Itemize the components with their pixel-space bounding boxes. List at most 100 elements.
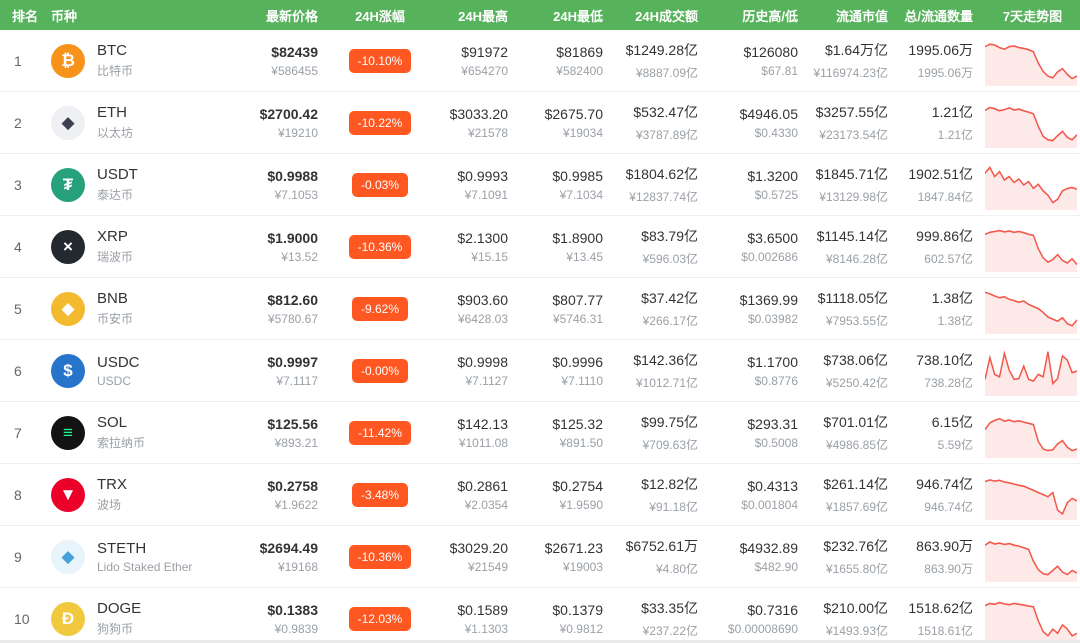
table-row[interactable]: 5 ◆ BNB 币安币 $812.60 ¥5780.67 -9.62% $903…	[0, 278, 1080, 340]
sparkline-7d-chart	[985, 165, 1077, 210]
table-row[interactable]: 9 ◆ STETH Lido Staked Ether $2694.49 ¥19…	[0, 526, 1080, 588]
table-header: 排名 币种 最新价格 24H涨幅 24H最高 24H最低 24H成交额 历史高/…	[0, 0, 1080, 30]
high-24h-cny: ¥654270	[461, 63, 508, 78]
low-24h-cny: ¥1.9590	[559, 497, 603, 512]
sparkline-7d-chart	[985, 106, 1077, 148]
col-header-chart: 7天走势图	[1002, 8, 1063, 24]
low-24h-usd: $2671.23	[544, 539, 603, 556]
high-24h-usd: $142.13	[457, 415, 508, 432]
volume-24h-usd: $6752.61万	[625, 538, 698, 554]
volume-24h-cny: ¥237.22亿	[642, 624, 698, 638]
coin-icon: Ð	[51, 601, 85, 636]
sparkline-7d-chart	[985, 42, 1077, 86]
col-header-history: 历史高/低	[742, 8, 798, 24]
sparkline-7d-chart	[985, 601, 1077, 643]
volume-24h-usd: $99.75亿	[641, 414, 698, 430]
price-usd: $0.9997	[267, 353, 318, 370]
market-cap-usd: $1145.14亿	[816, 228, 888, 244]
volume-24h-usd: $83.79亿	[641, 228, 698, 244]
volume-24h-cny: ¥3787.89亿	[635, 128, 698, 142]
low-24h-cny: ¥582400	[556, 63, 603, 78]
high-24h-cny: ¥1011.08	[458, 435, 508, 450]
coin-fullname: 币安币	[97, 312, 134, 326]
all-time-low: $0.5725	[754, 187, 798, 202]
market-cap-cny: ¥1493.93亿	[825, 624, 888, 638]
table-row[interactable]: 6 $ USDC USDC $0.9997 ¥7.1117 -0.00% $0.…	[0, 340, 1080, 402]
change-24h-badge: -10.10%	[348, 48, 412, 73]
price-usd: $82439	[271, 43, 318, 60]
volume-24h-usd: $37.42亿	[641, 290, 698, 306]
price-usd: $812.60	[267, 291, 318, 308]
coin-icon: ◆	[51, 105, 85, 140]
low-24h-usd: $0.9985	[552, 167, 603, 184]
coin-icon: ▼	[51, 477, 85, 512]
table-row[interactable]: 7 ≡ SOL 索拉纳币 $125.56 ¥893.21 -11.42% $14…	[0, 402, 1080, 464]
high-24h-usd: $2.1300	[457, 229, 508, 246]
coin-rank: 10	[14, 610, 30, 627]
all-time-high: $293.31	[747, 415, 798, 432]
all-time-high: $4946.05	[739, 105, 798, 122]
supply-circulating: 1847.84亿	[917, 190, 973, 204]
market-cap-cny: ¥1857.69亿	[825, 500, 888, 514]
market-cap-usd: $701.01亿	[823, 414, 888, 430]
col-header-rank: 排名	[12, 8, 39, 24]
supply-total: 946.74亿	[916, 476, 973, 492]
volume-24h-cny: ¥12837.74亿	[629, 190, 698, 204]
market-cap-usd: $210.00亿	[823, 600, 888, 616]
coin-rank: 2	[14, 114, 22, 131]
all-time-low: $482.90	[754, 559, 798, 574]
horizontal-scrollbar[interactable]	[0, 640, 1080, 643]
volume-24h-cny: ¥266.17亿	[642, 314, 698, 328]
market-cap-usd: $3257.55亿	[815, 104, 888, 120]
table-row[interactable]: 4 × XRP 瑞波币 $1.9000 ¥13.52 -10.36% $2.13…	[0, 216, 1080, 278]
high-24h-cny: ¥6428.03	[457, 311, 508, 326]
low-24h-usd: $81869	[556, 43, 603, 60]
sparkline-7d-chart	[985, 290, 1077, 334]
table-row[interactable]: 1 ₿ BTC 比特币 $82439 ¥586455 -10.10% $9197…	[0, 30, 1080, 92]
supply-circulating: 1995.06万	[917, 66, 973, 80]
supply-total: 1902.51亿	[908, 166, 973, 182]
price-cny: ¥7.1117	[276, 373, 318, 388]
coin-fullname: 狗狗币	[97, 622, 134, 636]
low-24h-usd: $0.9996	[552, 353, 603, 370]
coin-fullname: 索拉纳币	[97, 436, 146, 450]
coin-rank: 3	[14, 176, 22, 193]
all-time-low: $0.001804	[741, 497, 798, 512]
coin-rank: 4	[14, 238, 22, 255]
price-cny: ¥0.9839	[274, 621, 318, 636]
coin-fullname: 波场	[97, 498, 122, 512]
volume-24h-cny: ¥4.80亿	[655, 562, 698, 576]
coin-icon: ◆	[51, 539, 85, 574]
supply-total: 1.38亿	[931, 290, 973, 306]
coin-icon: ≡	[51, 415, 85, 450]
low-24h-usd: $0.2754	[552, 477, 603, 494]
price-usd: $2700.42	[259, 105, 318, 122]
all-time-high: $4932.89	[739, 539, 798, 556]
table-row[interactable]: 8 ▼ TRX 波场 $0.2758 ¥1.9622 -3.48% $0.286…	[0, 464, 1080, 526]
col-header-coin: 币种	[51, 8, 78, 24]
price-usd: $2694.49	[259, 539, 318, 556]
high-24h-usd: $0.9998	[457, 353, 508, 370]
supply-circulating: 5.59亿	[937, 438, 973, 452]
table-row[interactable]: 10 Ð DOGE 狗狗币 $0.1383 ¥0.9839 -12.03% $0…	[0, 588, 1080, 643]
low-24h-cny: ¥5746.31	[552, 311, 603, 326]
coin-icon: ₿	[51, 43, 85, 78]
market-cap-cny: ¥5250.42亿	[825, 376, 888, 390]
market-cap-usd: $261.14亿	[823, 476, 888, 492]
table-row[interactable]: 3 ₮ USDT 泰达币 $0.9988 ¥7.1053 -0.03% $0.9…	[0, 154, 1080, 216]
market-cap-usd: $1.64万亿	[824, 42, 888, 58]
supply-total: 1.21亿	[931, 104, 973, 120]
coin-symbol: XRP	[97, 228, 128, 245]
coin-icon: ×	[51, 229, 85, 264]
coin-symbol: BNB	[97, 290, 128, 307]
coin-rank: 7	[14, 424, 22, 441]
supply-total: 1995.06万	[908, 42, 973, 58]
high-24h-usd: $0.2861	[457, 477, 508, 494]
coin-icon: ₮	[51, 167, 85, 202]
supply-total: 6.15亿	[931, 414, 973, 430]
coin-symbol: BTC	[97, 42, 127, 59]
price-usd: $0.2758	[267, 477, 318, 494]
all-time-high: $0.4313	[747, 477, 798, 494]
table-row[interactable]: 2 ◆ ETH 以太坊 $2700.42 ¥19210 -10.22% $303…	[0, 92, 1080, 154]
price-cny: ¥1.9622	[274, 497, 318, 512]
